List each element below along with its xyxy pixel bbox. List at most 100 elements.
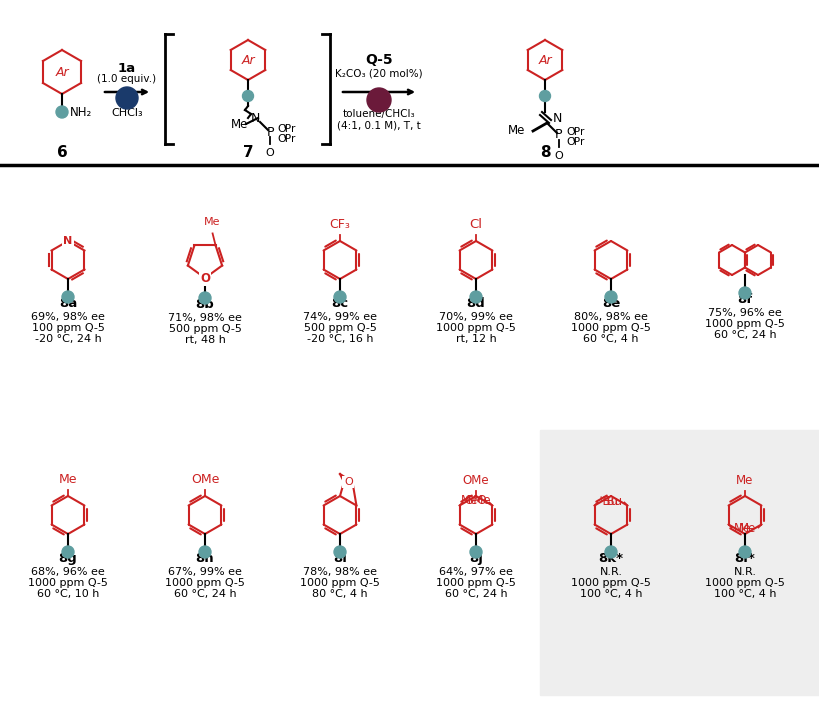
Text: CF₃: CF₃	[329, 218, 351, 231]
Text: Me: Me	[508, 124, 525, 137]
Text: N: N	[553, 112, 563, 124]
Text: ⁱPr: ⁱPr	[572, 137, 585, 147]
Text: 8a: 8a	[59, 297, 77, 310]
Text: 100 °C, 4 h: 100 °C, 4 h	[713, 589, 776, 599]
Circle shape	[116, 87, 138, 109]
Text: ⁱPr: ⁱPr	[572, 127, 585, 137]
Text: ⁱPr: ⁱPr	[283, 134, 296, 144]
Text: 1000 ppm Q-5: 1000 ppm Q-5	[300, 578, 380, 588]
FancyBboxPatch shape	[540, 430, 819, 695]
Text: Cl: Cl	[469, 218, 482, 231]
Text: ii: ii	[374, 93, 383, 107]
Text: rt, 48 h: rt, 48 h	[184, 335, 225, 345]
Text: O: O	[265, 148, 274, 158]
Circle shape	[62, 546, 74, 558]
Text: (4:1, 0.1 M), T, t: (4:1, 0.1 M), T, t	[337, 120, 421, 130]
Circle shape	[739, 287, 751, 299]
Text: 100 ppm Q-5: 100 ppm Q-5	[32, 323, 105, 333]
Text: OMe: OMe	[191, 473, 219, 486]
Text: 8k*: 8k*	[599, 552, 623, 565]
Text: 60 °C, 24 h: 60 °C, 24 h	[445, 589, 507, 599]
Text: 74%, 99% ee: 74%, 99% ee	[303, 312, 377, 322]
Text: 71%, 98% ee: 71%, 98% ee	[168, 313, 242, 323]
Text: 500 ppm Q-5: 500 ppm Q-5	[169, 324, 242, 334]
Text: 100 °C, 4 h: 100 °C, 4 h	[580, 589, 642, 599]
Text: 1000 ppm Q-5: 1000 ppm Q-5	[571, 578, 651, 588]
Circle shape	[605, 291, 617, 303]
Text: K₂CO₃ (20 mol%): K₂CO₃ (20 mol%)	[335, 68, 423, 78]
Text: 1a: 1a	[118, 62, 136, 75]
Text: N: N	[63, 236, 73, 246]
Text: O: O	[566, 127, 575, 137]
Text: 1000 ppm Q-5: 1000 ppm Q-5	[436, 578, 516, 588]
Text: 8: 8	[540, 145, 550, 160]
Text: 75%, 96% ee: 75%, 96% ee	[708, 308, 782, 318]
Text: ᵗBu: ᵗBu	[604, 495, 622, 508]
Text: 69%, 98% ee: 69%, 98% ee	[31, 312, 105, 322]
Text: 8c: 8c	[332, 297, 349, 310]
Text: 8h: 8h	[196, 552, 215, 565]
Text: O: O	[554, 151, 563, 161]
Circle shape	[334, 546, 346, 558]
Circle shape	[242, 91, 254, 102]
Text: 8l*: 8l*	[735, 552, 755, 565]
Text: O: O	[200, 272, 210, 285]
Text: O: O	[344, 477, 353, 487]
Text: Me: Me	[736, 474, 753, 487]
Circle shape	[62, 291, 74, 303]
Text: toluene/CHCl₃: toluene/CHCl₃	[342, 109, 415, 119]
Text: 1000 ppm Q-5: 1000 ppm Q-5	[705, 578, 785, 588]
Circle shape	[367, 88, 391, 112]
Circle shape	[605, 546, 617, 558]
Text: Me: Me	[231, 117, 249, 131]
Text: N.R.: N.R.	[600, 567, 622, 577]
Text: CHCl₃: CHCl₃	[111, 108, 143, 118]
Circle shape	[470, 291, 482, 303]
Circle shape	[470, 546, 482, 558]
Text: 64%, 97% ee: 64%, 97% ee	[439, 567, 513, 577]
Text: 78%, 98% ee: 78%, 98% ee	[303, 567, 377, 577]
Text: 1000 ppm Q-5: 1000 ppm Q-5	[165, 578, 245, 588]
Circle shape	[199, 546, 211, 558]
Text: OMe: OMe	[463, 474, 489, 487]
Text: O: O	[566, 137, 575, 147]
Text: 60 °C, 24 h: 60 °C, 24 h	[174, 589, 237, 599]
Text: Me: Me	[204, 217, 221, 227]
Text: 70%, 99% ee: 70%, 99% ee	[439, 312, 513, 322]
Text: 6: 6	[57, 145, 67, 160]
Text: -20 °C, 24 h: -20 °C, 24 h	[34, 334, 102, 344]
Text: 80%, 98% ee: 80%, 98% ee	[574, 312, 648, 322]
Text: 67%, 99% ee: 67%, 99% ee	[168, 567, 242, 577]
Text: 8g: 8g	[59, 552, 77, 565]
Text: NH₂: NH₂	[70, 106, 93, 119]
Text: (1.0 equiv.): (1.0 equiv.)	[97, 74, 156, 84]
Text: 500 ppm Q-5: 500 ppm Q-5	[304, 323, 377, 333]
Text: O: O	[344, 477, 352, 487]
Text: O: O	[277, 134, 286, 144]
Text: 1000 ppm Q-5: 1000 ppm Q-5	[28, 578, 108, 588]
Text: rt, 12 h: rt, 12 h	[455, 334, 496, 344]
Circle shape	[334, 291, 346, 303]
Text: Ar: Ar	[241, 54, 255, 66]
Text: Ar: Ar	[55, 66, 69, 79]
Circle shape	[540, 91, 550, 102]
Text: Ar: Ar	[538, 54, 552, 66]
Text: -20 °C, 16 h: -20 °C, 16 h	[307, 334, 373, 344]
Text: 7: 7	[242, 145, 253, 160]
Text: 1000 ppm Q-5: 1000 ppm Q-5	[705, 319, 785, 329]
Text: ⁱPr: ⁱPr	[283, 124, 296, 134]
Text: i: i	[124, 91, 129, 105]
Circle shape	[56, 106, 68, 118]
Text: Q-5: Q-5	[365, 53, 393, 67]
Text: P: P	[555, 129, 563, 142]
Text: N.R.: N.R.	[734, 567, 757, 577]
Text: 60 °C, 24 h: 60 °C, 24 h	[713, 330, 776, 340]
Text: Me: Me	[59, 473, 77, 486]
Text: OMe: OMe	[464, 494, 491, 507]
Text: N: N	[251, 112, 260, 124]
Text: 8d: 8d	[467, 297, 486, 310]
Text: 8i: 8i	[333, 552, 347, 565]
Circle shape	[739, 546, 751, 558]
Text: 60 °C, 4 h: 60 °C, 4 h	[583, 334, 639, 344]
Circle shape	[199, 292, 211, 304]
